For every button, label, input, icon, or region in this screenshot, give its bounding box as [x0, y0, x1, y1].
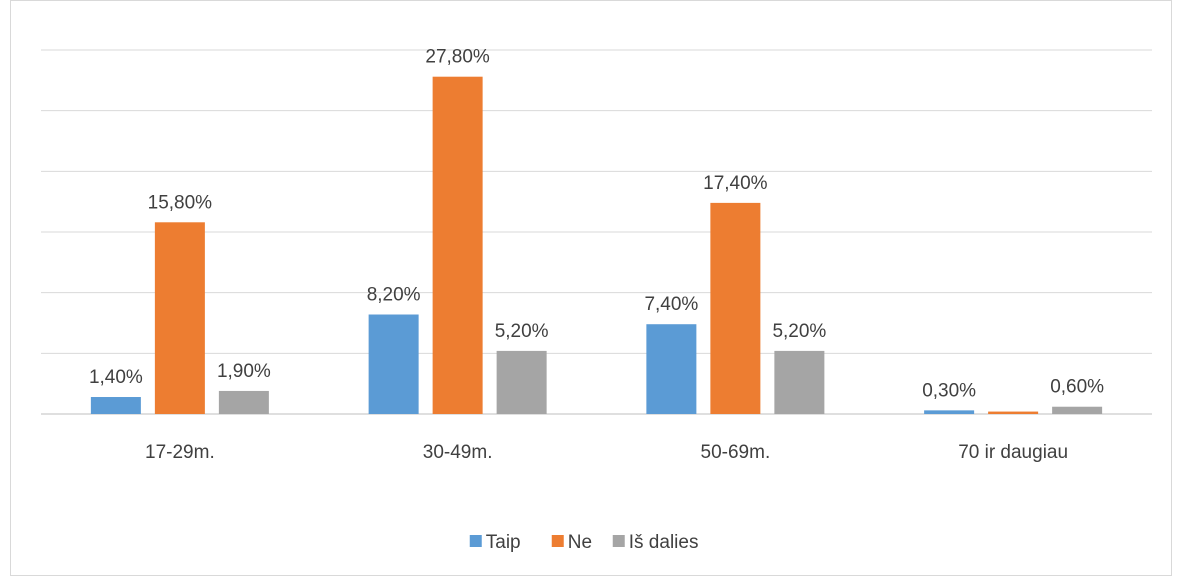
bar-1-0	[155, 222, 205, 414]
bar-2-1	[497, 351, 547, 414]
data-label: 27,80%	[425, 47, 490, 68]
bar-0-1	[369, 315, 419, 414]
legend: Taip Ne Iš dalies	[470, 532, 699, 553]
gridlines	[41, 50, 1152, 414]
x-tick-label: 30-49m.	[423, 442, 493, 463]
data-label: 0,30%	[922, 380, 976, 401]
x-tick-label: 50-69m.	[701, 442, 771, 463]
bar-0-3	[924, 410, 974, 414]
bar-1-2	[710, 203, 760, 414]
data-label: 5,20%	[772, 321, 826, 342]
bar-2-2	[774, 351, 824, 414]
data-label: 5,20%	[495, 321, 549, 342]
legend-label: Ne	[568, 532, 592, 553]
legend-label: Iš dalies	[629, 532, 699, 553]
bar-1-3	[988, 412, 1038, 414]
x-tick-label: 70 ir daugiau	[958, 442, 1068, 463]
data-labels: 1,40% 15,80% 1,90% 8,20% 27,80% 5,20% 7,40% 17,…	[89, 47, 1104, 402]
data-label: 17,40%	[703, 173, 768, 194]
data-label: 7,40%	[644, 294, 698, 315]
bar-1-1	[433, 77, 483, 414]
x-tick-label: 17-29m.	[145, 442, 215, 463]
bar-0-0	[91, 397, 141, 414]
data-label: 8,20%	[367, 285, 421, 306]
data-label: 0,60%	[1050, 377, 1104, 398]
bar-2-3	[1052, 407, 1102, 414]
legend-swatch	[613, 535, 625, 547]
bar-2-0	[219, 391, 269, 414]
bar-0-2	[646, 324, 696, 414]
legend-swatch	[552, 535, 564, 547]
data-label: 1,40%	[89, 367, 143, 388]
x-axis-labels: 17-29m. 30-49m. 50-69m. 70 ir daugiau	[145, 442, 1068, 463]
legend-label: Taip	[486, 532, 521, 553]
legend-swatch	[470, 535, 482, 547]
data-label: 1,90%	[217, 361, 271, 382]
data-label: 15,80%	[148, 192, 213, 213]
